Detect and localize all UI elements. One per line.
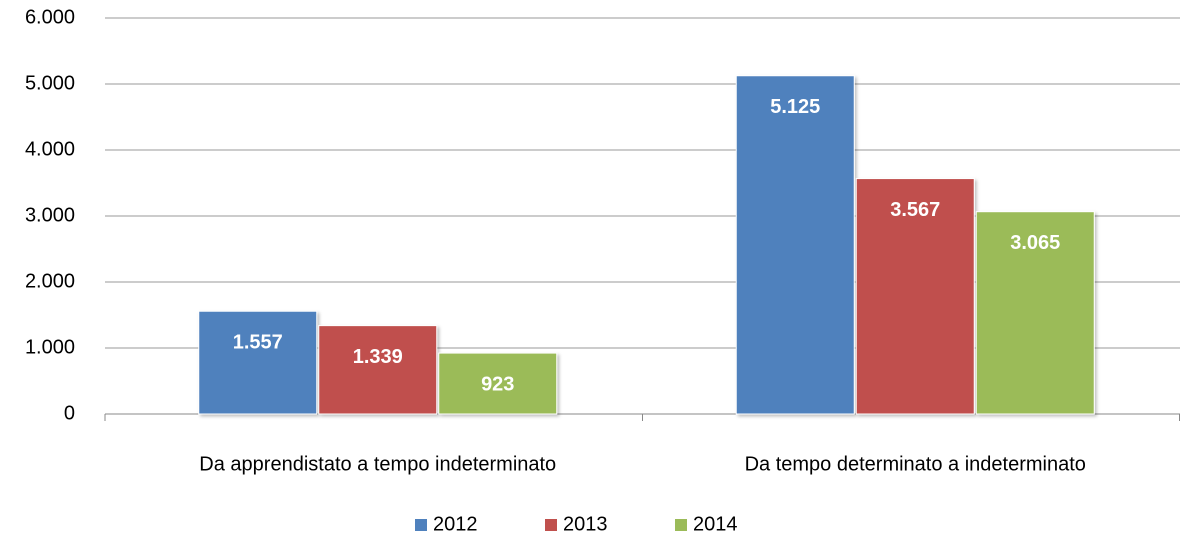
legend-swatch [675,519,687,531]
y-tick-label: 4.000 [25,138,75,160]
data-label: 3.567 [890,199,940,221]
bar [975,211,1095,415]
y-tick-label: 3.000 [25,204,75,226]
y-tick-label: 0 [64,402,75,424]
y-tick-label: 1.000 [25,336,75,358]
data-label: 923 [481,373,514,395]
legend-swatch [415,519,427,531]
y-tick-label: 2.000 [25,270,75,292]
bar [438,352,558,415]
legend-swatch [545,519,557,531]
y-tick-label: 6.000 [25,6,75,28]
data-label: 5.125 [770,96,820,118]
legend-label: 2014 [693,513,738,535]
data-label: 1.557 [233,332,283,354]
bar [855,178,975,415]
y-tick-label: 5.000 [25,72,75,94]
bar [735,75,855,415]
bar [318,325,438,415]
legend-label: 2012 [433,513,478,535]
data-label: 1.339 [353,346,403,368]
x-tick-label: Da apprendistato a tempo indeterminato [199,453,556,475]
bar [198,310,318,415]
x-tick-label: Da tempo determinato a indeterminato [745,453,1086,475]
legend-label: 2013 [563,513,608,535]
data-label: 3.065 [1010,232,1060,254]
